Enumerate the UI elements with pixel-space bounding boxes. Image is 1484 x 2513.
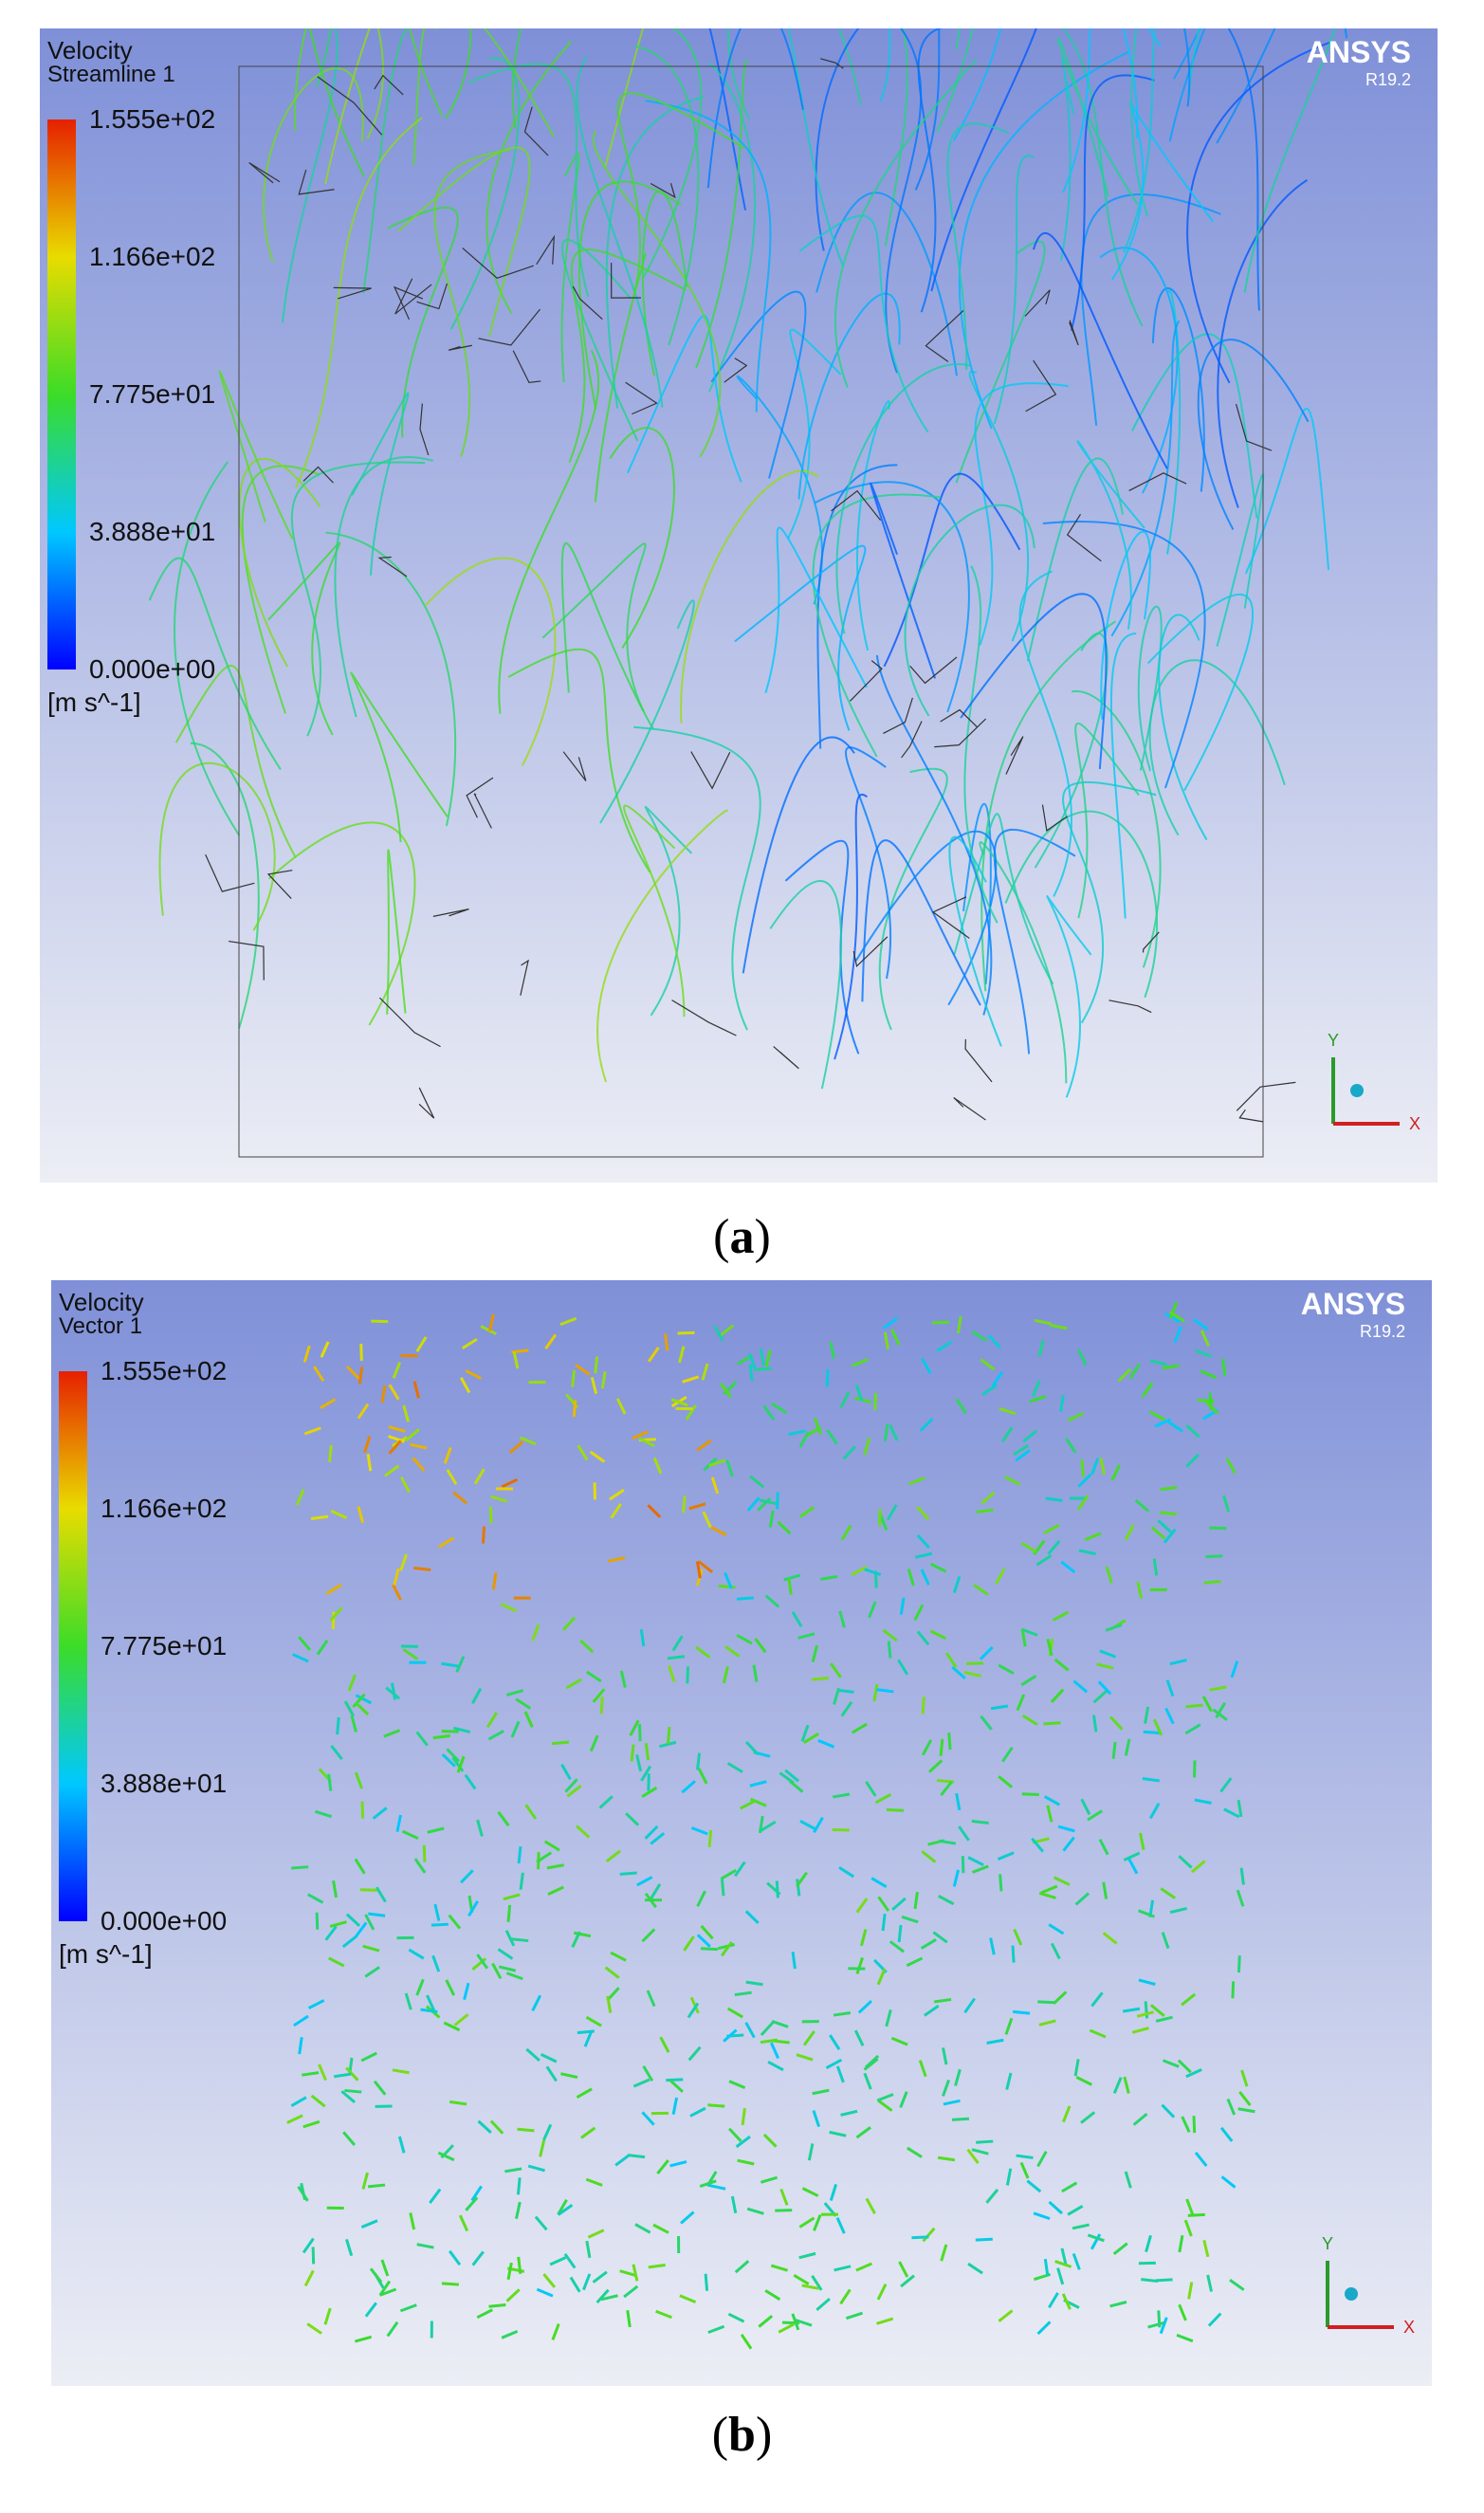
version: R19.2: [1360, 1322, 1405, 1341]
caption: (b): [711, 2408, 773, 2462]
legend-subtitle: Vector 1: [59, 1313, 142, 1339]
axis-z: [1350, 1084, 1364, 1097]
colorbar-tick-label: 7.775e+01: [101, 1631, 227, 1660]
flow-field: [148, 28, 1348, 1158]
colorbar-tick-label: 3.888e+01: [101, 1769, 227, 1798]
flow-field: [286, 1301, 1255, 2350]
colorbar-tick-label: 1.555e+02: [101, 1356, 227, 1385]
axis-y-label: Y: [1322, 2234, 1333, 2253]
axis-y-label: Y: [1328, 1031, 1339, 1050]
colorbar: [47, 119, 76, 670]
version: R19.2: [1365, 70, 1411, 89]
axis-z: [1345, 2287, 1358, 2301]
caption: (a): [713, 1210, 771, 1264]
legend-title: Velocity: [47, 36, 133, 64]
legend-title: Velocity: [59, 1288, 144, 1316]
background: [51, 1280, 1432, 2386]
legend-subtitle: Streamline 1: [47, 62, 175, 87]
colorbar-tick-label: 7.775e+01: [89, 379, 215, 409]
brand: ANSYS: [1301, 1287, 1405, 1321]
colorbar: [59, 1371, 87, 1921]
colorbar-tick-label: 1.166e+02: [89, 242, 215, 271]
colorbar-tick-label: 1.166e+02: [101, 1494, 227, 1523]
colorbar-tick-label: 0.000e+00: [101, 1906, 227, 1935]
colorbar-tick-label: 1.555e+02: [89, 104, 215, 134]
unit: [m s^-1]: [59, 1939, 153, 1969]
axis-x-label: X: [1403, 2318, 1415, 2337]
caption-letter: a: [729, 1210, 755, 1264]
colorbar-tick-label: 3.888e+01: [89, 517, 215, 546]
unit: [m s^-1]: [47, 688, 141, 717]
caption-letter: b: [728, 2408, 756, 2462]
brand: ANSYS: [1307, 35, 1411, 69]
axis-x-label: X: [1409, 1114, 1420, 1133]
colorbar-tick-label: 0.000e+00: [89, 654, 215, 684]
